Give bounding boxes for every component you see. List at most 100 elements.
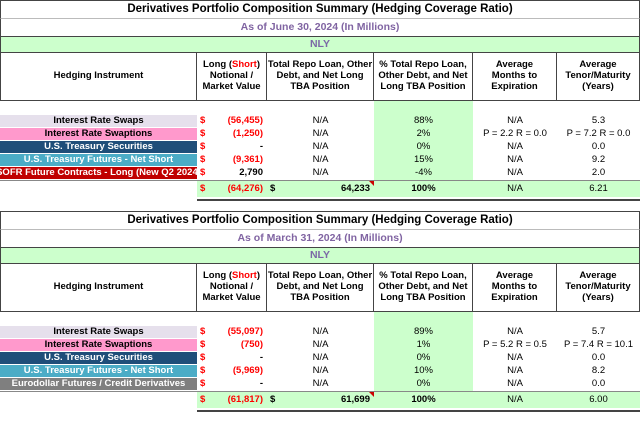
header-avg-months: Average Months to Expiration xyxy=(473,264,557,311)
total-repo-value: N/A xyxy=(312,141,329,153)
value-dollar: $ xyxy=(200,326,206,338)
header-market-text: Market Value xyxy=(202,291,261,303)
total-months: N/A xyxy=(473,181,557,197)
instrument-name: Interest Rate Swaps xyxy=(0,326,197,339)
table-date: As of June 30, 2024 (In Millions) xyxy=(0,18,640,36)
notional-value: (5,969) xyxy=(232,365,263,377)
pct-repo-value: 0% xyxy=(374,378,473,391)
header-total-repo: Total Repo Loan, Other Debt, and Net Lon… xyxy=(267,264,374,311)
notional-value: (56,455) xyxy=(227,115,263,127)
header-pct-repo: % Total Repo Loan, Other Debt, and Net L… xyxy=(374,264,473,311)
total-tenor: 6.00 xyxy=(557,392,640,408)
total-tenor: 6.21 xyxy=(557,181,640,197)
instrument-name: SOFR Future Contracts - Long (New Q2 202… xyxy=(0,167,197,180)
date-row: As of March 31, 2024 (In Millions) xyxy=(0,229,640,247)
table-row: Eurodollar Futures / Credit Derivatives $… xyxy=(0,378,640,391)
notional-value: - xyxy=(259,378,263,390)
header-avg-tenor: Average Tenor/Maturity (Years) xyxy=(557,264,640,311)
header-long-line: Long (Short) xyxy=(203,59,260,71)
instrument-name: Eurodollar Futures / Credit Derivatives xyxy=(0,378,197,391)
avg-months-value: P = 2.2 R = 0.0 xyxy=(483,128,547,140)
pct-repo-value: 1% xyxy=(374,339,473,352)
instrument-name: U.S. Treasury Futures - Net Short xyxy=(0,365,197,378)
table-row: Interest Rate Swaptions $ (750) N/A 1% P = 5.… xyxy=(0,339,640,352)
instrument-name: Interest Rate Swaptions xyxy=(0,339,197,352)
total-repo-value: N/A xyxy=(312,128,329,140)
table-bottom-border xyxy=(197,197,640,201)
header-short-text: Short xyxy=(232,59,257,71)
table-row: U.S. Treasury Securities $ - N/A 0% N/A 0.0 xyxy=(0,352,640,365)
pct-repo-value: 88% xyxy=(374,115,473,128)
instrument-name: U.S. Treasury Futures - Net Short xyxy=(0,154,197,167)
table-row: U.S. Treasury Securities $ - N/A 0% N/A 0.0 xyxy=(0,141,640,154)
table-row: Interest Rate Swaps $ (55,097) N/A 89% N/A 5.7 xyxy=(0,326,640,339)
table-row: U.S. Treasury Futures - Net Short $ (9,361… xyxy=(0,154,640,167)
header-row: Hedging Instrument Long (Short) Notional… xyxy=(0,264,640,312)
header-instrument: Hedging Instrument xyxy=(0,53,197,100)
avg-tenor-value: 8.2 xyxy=(591,365,606,377)
header-short-text: Short xyxy=(232,270,257,282)
table-title: Derivatives Portfolio Composition Summar… xyxy=(0,0,640,18)
total-repo-value: N/A xyxy=(312,167,329,179)
hedging-table-q2: Derivatives Portfolio Composition Summar… xyxy=(0,0,640,201)
notional-value: (55,097) xyxy=(227,326,263,338)
value-dollar: $ xyxy=(200,167,206,179)
pct-repo-value: 10% xyxy=(374,365,473,378)
entity-row: NLY xyxy=(0,36,640,53)
header-notional-text: Notional / xyxy=(209,281,254,293)
avg-tenor-value: 2.0 xyxy=(591,167,606,179)
table-title-row: Derivatives Portfolio Composition Summar… xyxy=(0,0,640,18)
avg-tenor-value: P = 7.4 R = 10.1 xyxy=(563,339,633,351)
table-row: U.S. Treasury Futures - Net Short $ (5,969… xyxy=(0,365,640,378)
avg-tenor-value: 0.0 xyxy=(591,141,606,153)
avg-months-value: N/A xyxy=(507,141,523,153)
hedging-table-q1: Derivatives Portfolio Composition Summar… xyxy=(0,211,640,412)
instrument-name: Interest Rate Swaptions xyxy=(0,128,197,141)
avg-tenor-value: 5.7 xyxy=(591,326,606,338)
header-paren-text: ) xyxy=(256,270,260,282)
header-paren-text: ) xyxy=(256,59,260,71)
value-dollar: $ xyxy=(200,339,206,351)
value-dollar: $ xyxy=(200,352,206,364)
total-repo-value: N/A xyxy=(312,378,329,390)
header-pct-repo: % Total Repo Loan, Other Debt, and Net L… xyxy=(374,53,473,100)
value-dollar: $ xyxy=(200,365,206,377)
notional-value: (750) xyxy=(240,339,263,351)
header-total-repo: Total Repo Loan, Other Debt, and Net Lon… xyxy=(267,53,374,100)
total-repo-dollar: $ xyxy=(267,392,283,408)
total-repo-value: N/A xyxy=(312,154,329,166)
total-row: $ (61,817) $ 61,699 100% N/A 6.00 xyxy=(0,391,640,408)
table-title: Derivatives Portfolio Composition Summar… xyxy=(0,211,640,229)
value-dollar: $ xyxy=(200,115,206,127)
entity-label: NLY xyxy=(0,36,640,53)
avg-tenor-value: 9.2 xyxy=(591,154,606,166)
avg-months-value: N/A xyxy=(507,167,523,179)
header-row: Hedging Instrument Long (Short) Notional… xyxy=(0,53,640,101)
avg-months-value: N/A xyxy=(507,365,523,377)
header-long-line: Long (Short) xyxy=(203,270,260,282)
spacer-row xyxy=(0,312,640,326)
header-avg-months: Average Months to Expiration xyxy=(473,53,557,100)
avg-tenor-value: 0.0 xyxy=(591,352,606,364)
total-pct: 100% xyxy=(374,181,473,197)
instrument-name: U.S. Treasury Securities xyxy=(0,352,197,365)
avg-months-value: N/A xyxy=(507,326,523,338)
header-avg-tenor: Average Tenor/Maturity (Years) xyxy=(557,53,640,100)
notional-value: 2,790 xyxy=(239,167,263,179)
table-body: Interest Rate Swaps $ (55,097) N/A 89% N/A 5.7… xyxy=(0,326,640,391)
pct-repo-value: 15% xyxy=(374,154,473,167)
pct-repo-value: 89% xyxy=(374,326,473,339)
total-repo-value: N/A xyxy=(312,339,329,351)
header-notional: Long (Short) Notional / Market Value xyxy=(197,53,267,100)
value-dollar: $ xyxy=(200,128,206,140)
header-long-text: Long ( xyxy=(203,270,233,282)
entity-label: NLY xyxy=(0,247,640,264)
notional-value: (1,250) xyxy=(232,128,263,140)
total-repo-value: N/A xyxy=(312,352,329,364)
avg-tenor-value: 5.3 xyxy=(591,115,606,127)
value-dollar: $ xyxy=(200,378,206,390)
entity-row: NLY xyxy=(0,247,640,264)
total-repo-value: N/A xyxy=(312,326,329,338)
total-value: (64,276) xyxy=(213,181,267,197)
header-notional-text: Notional / xyxy=(209,70,254,82)
